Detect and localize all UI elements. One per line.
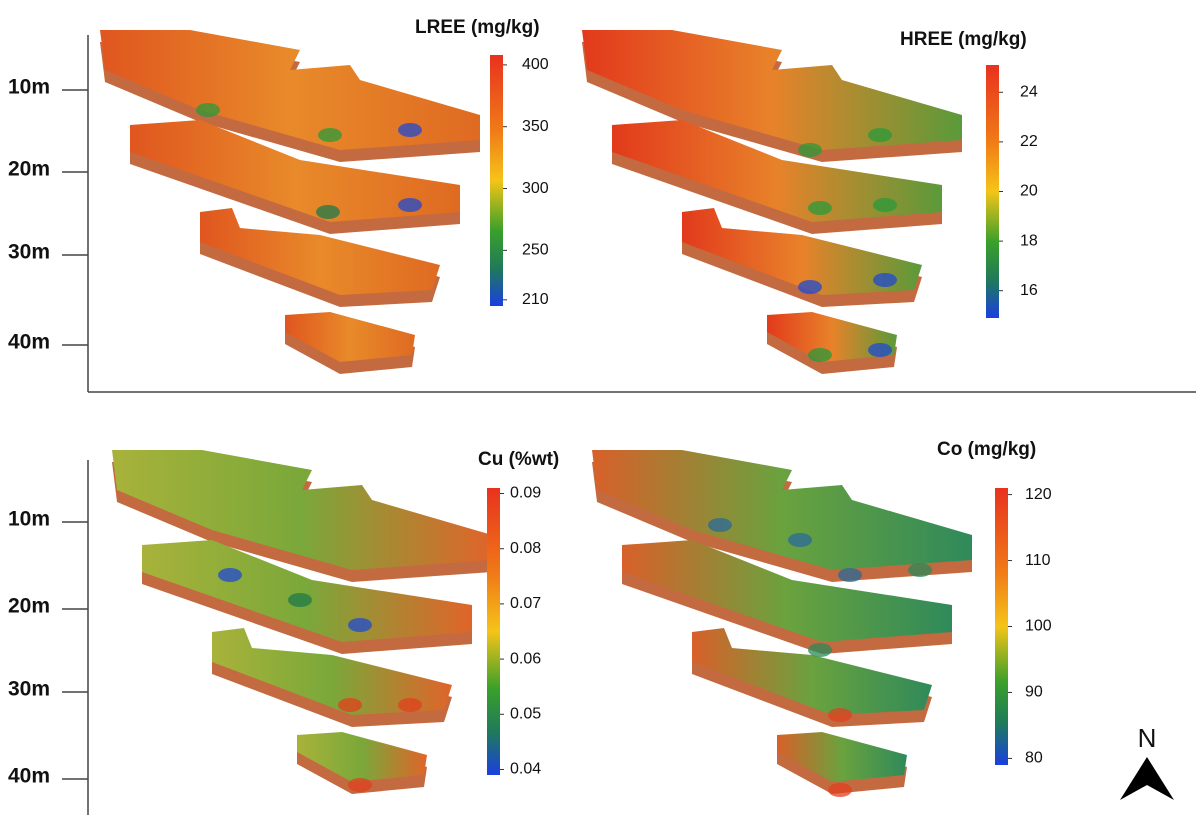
- blob: [873, 198, 897, 212]
- colorbar: [490, 55, 503, 306]
- figure: N 10m 20m 30m 40m 10m 20m 30m 40m LREE (mg/kg) 21…: [0, 0, 1196, 818]
- colorbar-tick-label: 350: [522, 118, 549, 135]
- colorbar: [995, 488, 1008, 765]
- block-model: [112, 450, 492, 794]
- north-arrow: N: [1120, 723, 1174, 800]
- colorbar-tick-label: 120: [1025, 486, 1052, 503]
- blob: [398, 123, 422, 137]
- page: {"panels": [ {"title": "LREE (mg/kg)", "…: [0, 0, 1196, 818]
- blob: [828, 708, 852, 722]
- depth-label: 40m: [8, 765, 50, 788]
- blob: [348, 618, 372, 632]
- blob: [828, 783, 852, 797]
- colorbar-tick-label: 300: [522, 180, 549, 197]
- blob: [708, 518, 732, 532]
- panel-title: HREE (mg/kg): [900, 29, 1027, 50]
- colorbar-tick-label: 0.04: [510, 761, 541, 778]
- blob: [873, 273, 897, 287]
- blob: [908, 563, 932, 577]
- colorbar-tick-label: 80: [1025, 750, 1043, 767]
- colorbar-tick-label: 22: [1020, 133, 1038, 150]
- colorbar-tick-label: 110: [1025, 552, 1051, 569]
- blob: [316, 205, 340, 219]
- colorbar: [986, 65, 999, 318]
- colorbar-tick-label: 18: [1020, 232, 1038, 249]
- colorbar-tick-label: 0.09: [510, 485, 541, 502]
- block-model: [582, 30, 962, 374]
- blob: [218, 568, 242, 582]
- depth-label: 40m: [8, 331, 50, 354]
- colorbar-tick-label: 210: [522, 291, 549, 308]
- blob: [798, 280, 822, 294]
- depth-label: 30m: [8, 241, 50, 264]
- north-label: N: [1138, 723, 1157, 753]
- blob: [196, 103, 220, 117]
- blob: [398, 198, 422, 212]
- blob: [318, 128, 342, 142]
- colorbar: [487, 488, 500, 775]
- blob: [838, 568, 862, 582]
- colorbar-tick-label: 24: [1020, 84, 1038, 101]
- depth-label: 20m: [8, 595, 50, 618]
- colorbar-tick-label: 0.05: [510, 706, 541, 723]
- colorbar-tick-label: 400: [522, 56, 549, 73]
- blob: [808, 348, 832, 362]
- panel-title: Cu (%wt): [478, 449, 559, 470]
- colorbar-tick-label: 16: [1020, 282, 1038, 299]
- colorbar-tick-label: 250: [522, 242, 549, 259]
- blob: [868, 343, 892, 357]
- blob: [868, 128, 892, 142]
- blob: [348, 778, 372, 792]
- blob: [808, 201, 832, 215]
- colorbar-tick-label: 100: [1025, 618, 1052, 635]
- blob: [788, 533, 812, 547]
- blob: [798, 143, 822, 157]
- colorbar-tick-label: 90: [1025, 684, 1043, 701]
- blob: [398, 698, 422, 712]
- colorbar-tick-label: 20: [1020, 183, 1038, 200]
- colorbar-tick-label: 0.07: [510, 595, 541, 612]
- colorbar-tick-label: 0.08: [510, 540, 541, 557]
- blob: [288, 593, 312, 607]
- blob: [808, 643, 832, 657]
- panel-title: Co (mg/kg): [937, 439, 1036, 460]
- depth-label: 10m: [8, 76, 50, 99]
- colorbar-tick-label: 0.06: [510, 650, 541, 667]
- depth-label: 10m: [8, 508, 50, 531]
- blob: [338, 698, 362, 712]
- depth-label: 20m: [8, 158, 50, 181]
- block-model: [100, 30, 480, 374]
- depth-label: 30m: [8, 678, 50, 701]
- block-model: [592, 450, 972, 797]
- panel-title: LREE (mg/kg): [415, 17, 540, 38]
